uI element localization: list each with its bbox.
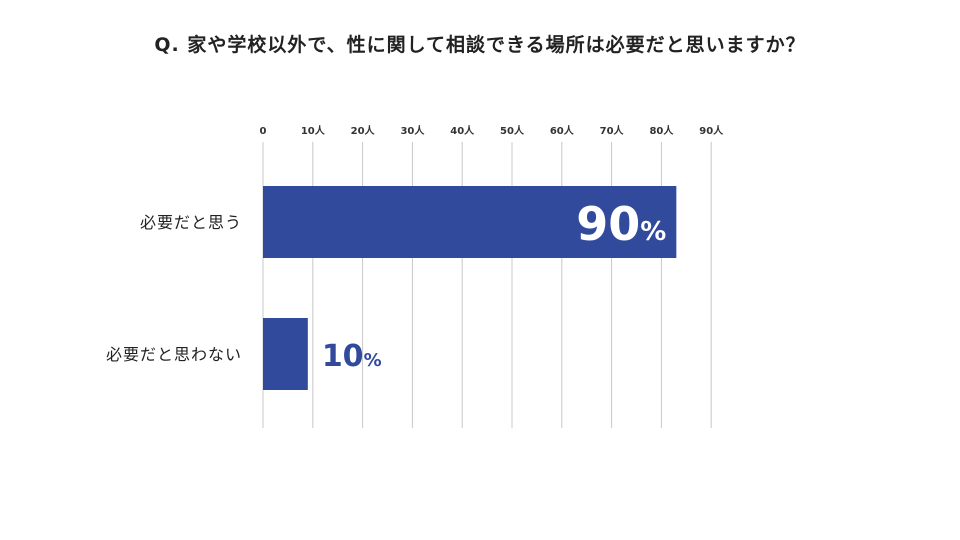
chart-title: Q. 家や学校以外で、性に関して相談できる場所は必要だと思いますか？ (154, 34, 806, 56)
x-tick-label: 80人 (649, 124, 674, 137)
bars (263, 186, 677, 390)
bar (263, 186, 677, 258)
data-label: 10% (322, 339, 382, 374)
x-tick-label: 10人 (301, 124, 326, 137)
labels: 必要だと思う 90% 必要だと思わない 10% (106, 197, 666, 374)
x-tick-label: 20人 (351, 124, 376, 137)
data-label: 90% (576, 197, 666, 251)
category-label: 必要だと思う (140, 213, 242, 232)
category-label: 必要だと思わない (106, 345, 242, 364)
x-tick-label: 40人 (450, 124, 475, 137)
x-tick-label: 30人 (400, 124, 425, 137)
grid-lines (262, 142, 712, 428)
x-tick-label: 0 (260, 126, 267, 137)
x-tick-label: 70人 (600, 124, 625, 137)
x-tick-label: 50人 (500, 124, 525, 137)
bar (263, 318, 308, 390)
x-tick-label: 90人 (699, 124, 724, 137)
x-tick-label: 60人 (550, 124, 575, 137)
x-axis-ticks: 0 10人 20人 30人 40人 50人 60人 70人 80人 90人 (260, 124, 725, 137)
